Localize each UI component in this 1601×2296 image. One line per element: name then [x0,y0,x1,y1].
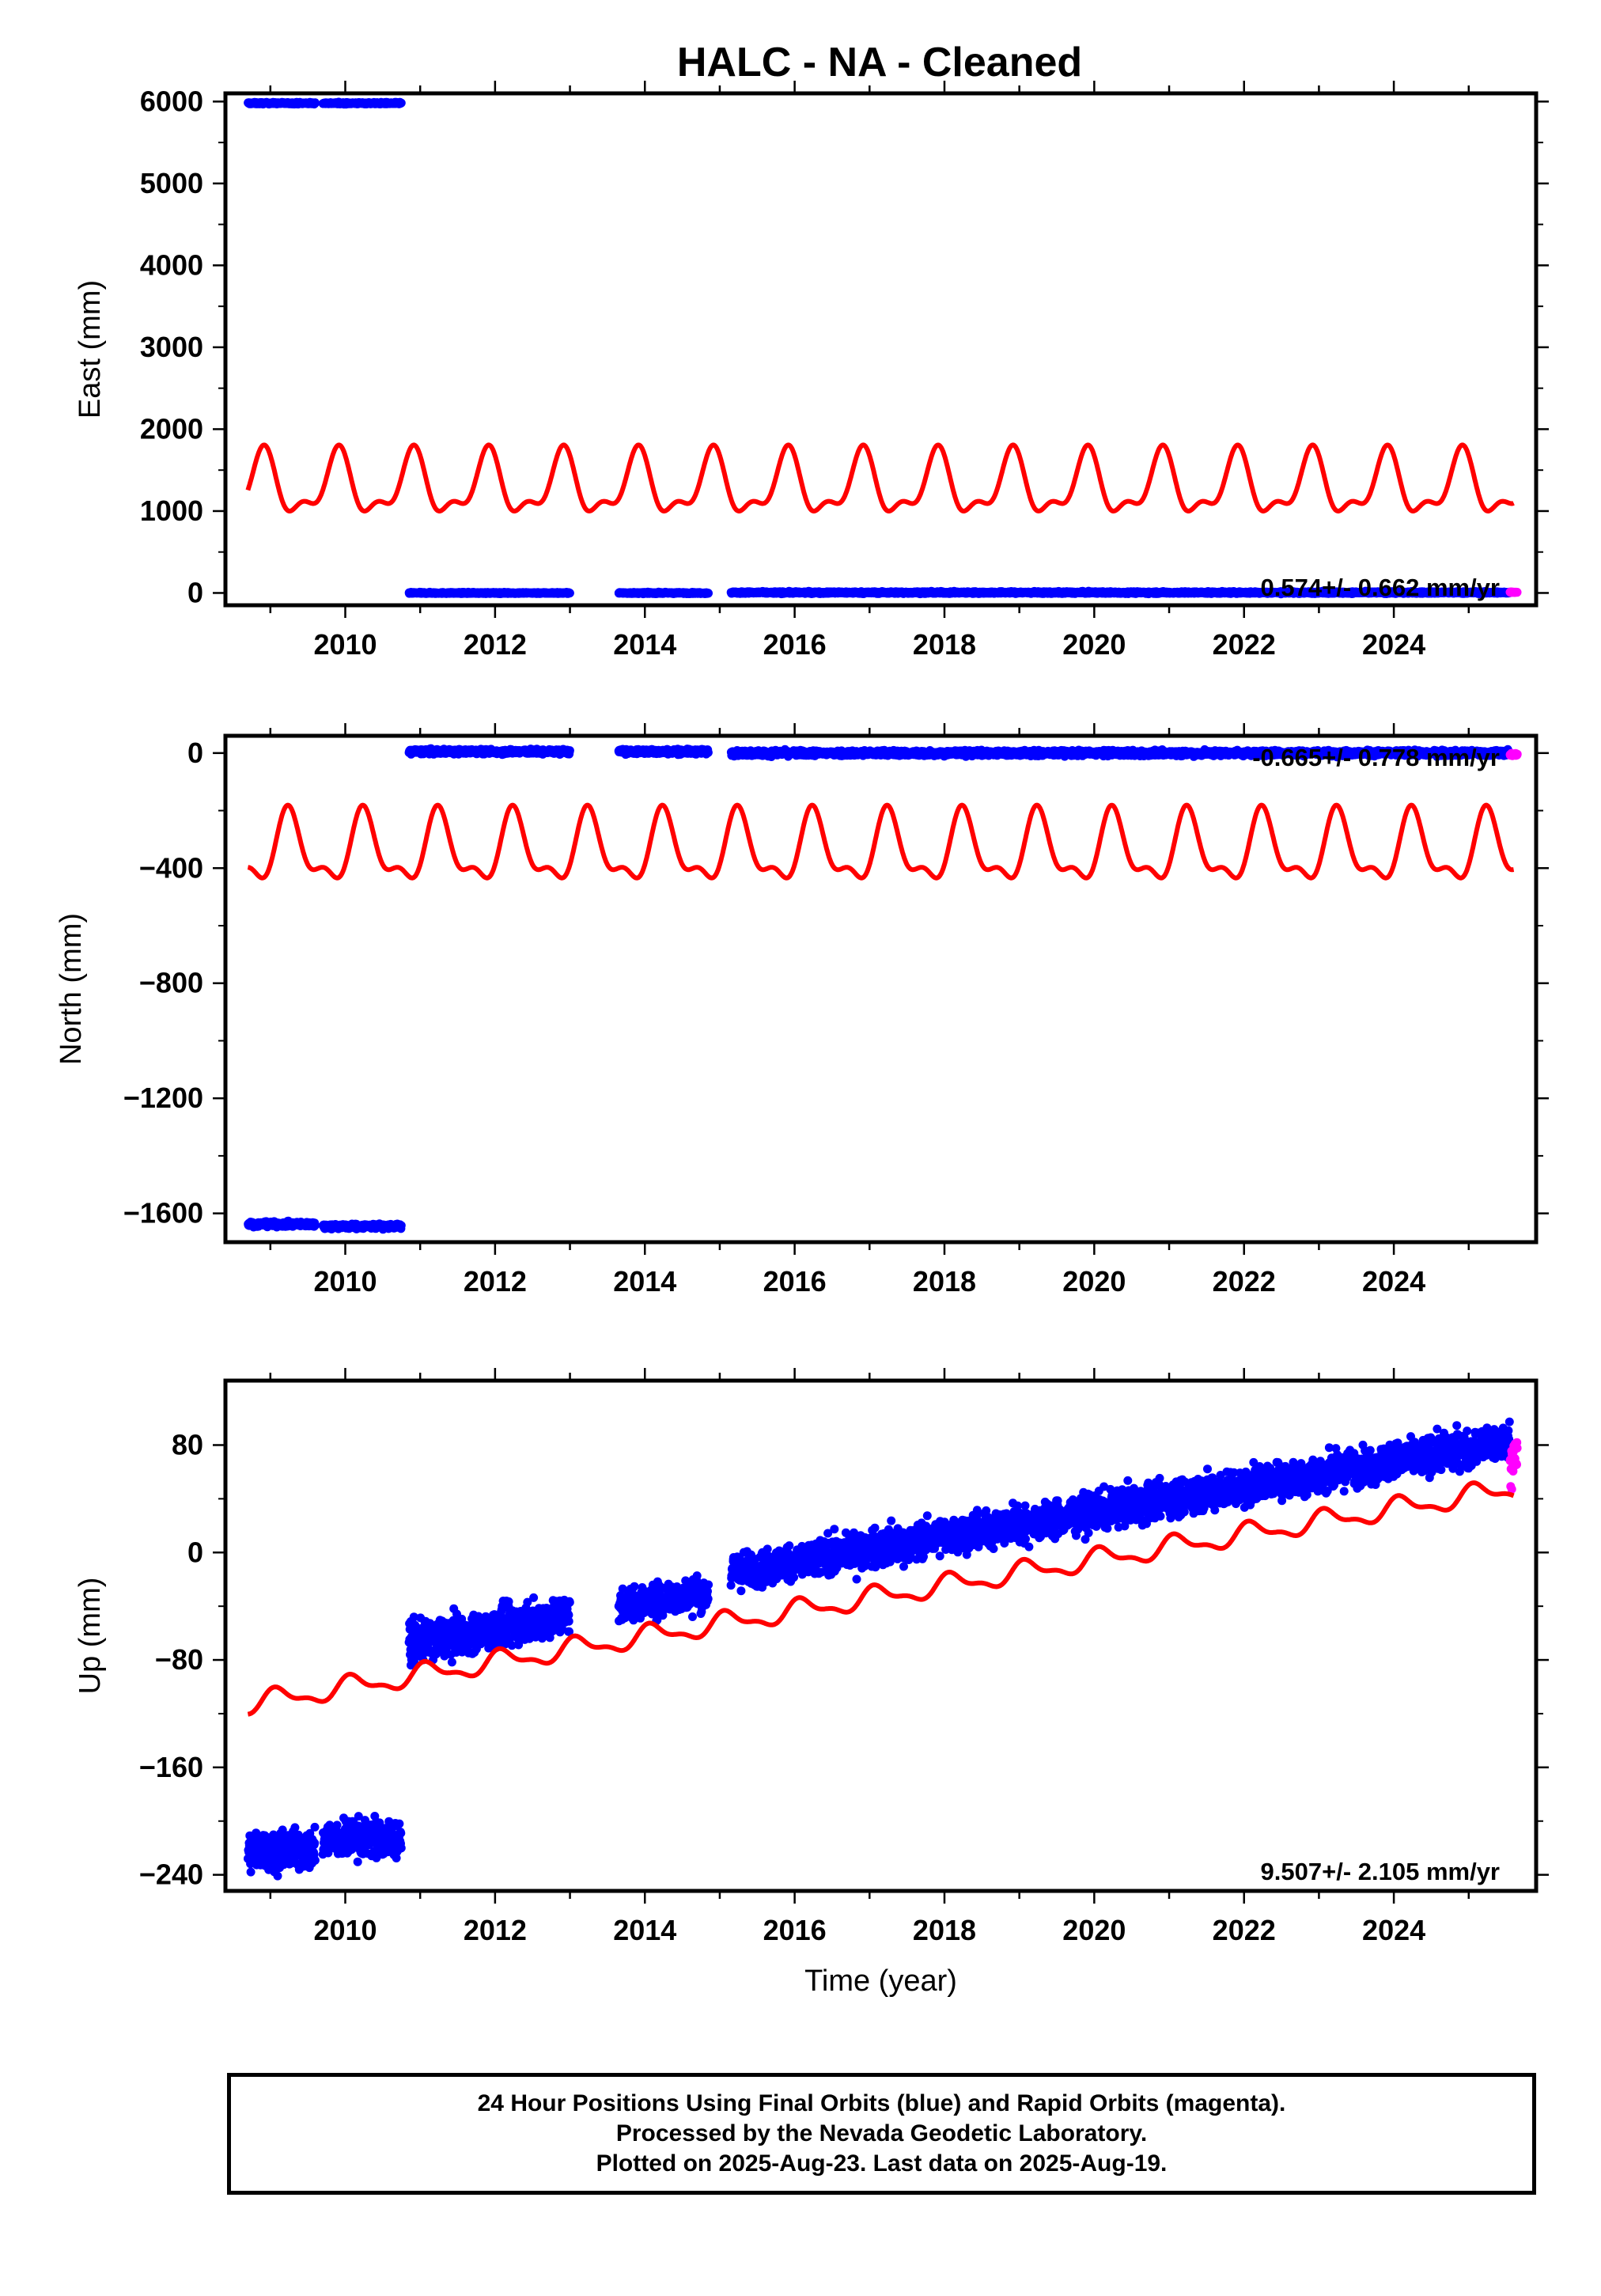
x-tick-label: 2018 [913,628,976,661]
y-axis-label: East (mm) [74,280,107,419]
y-tick-label: 1000 [140,494,203,527]
y-axis-label: North (mm) [55,913,88,1065]
x-tick-label: 2024 [1362,628,1425,661]
x-tick-label: 2018 [913,1265,976,1298]
x-tick-label: 2022 [1213,628,1276,661]
x-tick-label: 2024 [1362,1265,1425,1298]
final-point [704,589,713,598]
x-tick-label: 2016 [763,1265,827,1298]
x-tick-label: 2020 [1062,628,1126,661]
final-point [311,1221,320,1230]
rapid-orbit-points [1505,587,1522,597]
y-tick-label: 2000 [140,412,203,445]
final-point [310,98,320,108]
x-tick-label: 2016 [763,628,827,661]
final-point [565,589,574,598]
x-tick-label: 2014 [613,1265,676,1298]
y-tick-label: 0 [187,737,203,769]
y-tick-label: 3000 [140,331,203,363]
y-tick-label: 6000 [140,85,203,117]
y-tick-label: −1600 [123,1197,203,1229]
y-tick-label: −400 [139,851,203,884]
north-panel: 2010 2012 2014 2016 2018 2020 2022 2024 0 −400 −80… [55,723,1549,1298]
y-tick-label: 5000 [140,167,203,199]
final-point [396,98,406,108]
y-tick-label: 0 [187,576,203,608]
east-panel: 2010 2012 2014 2016 2018 2020 2022 2024 0 1000 200… [74,81,1549,661]
x-tick-label: 2012 [464,1265,527,1298]
y-tick-label: −1200 [123,1082,203,1114]
rapid-point [1512,588,1522,597]
model-fit-line [245,442,1516,513]
velocity-rate-label: 0.574+/- 0.662 mm/yr [1261,574,1500,601]
final-orbit-points [244,97,1514,599]
x-tick-label: 2010 [313,628,377,661]
x-tick-label: 2020 [1062,1265,1126,1298]
figure-title: HALC - NA - Cleaned [677,40,1082,85]
x-tick-label: 2012 [464,628,527,661]
x-tick-label: 2010 [313,1265,377,1298]
y-tick-label: −800 [139,967,203,999]
x-tick-label: 2022 [1213,1265,1276,1298]
y-tick-label: 4000 [140,248,203,281]
x-tick-label: 2014 [613,628,676,661]
final-point [396,1221,406,1230]
plot-frame [223,91,1539,608]
